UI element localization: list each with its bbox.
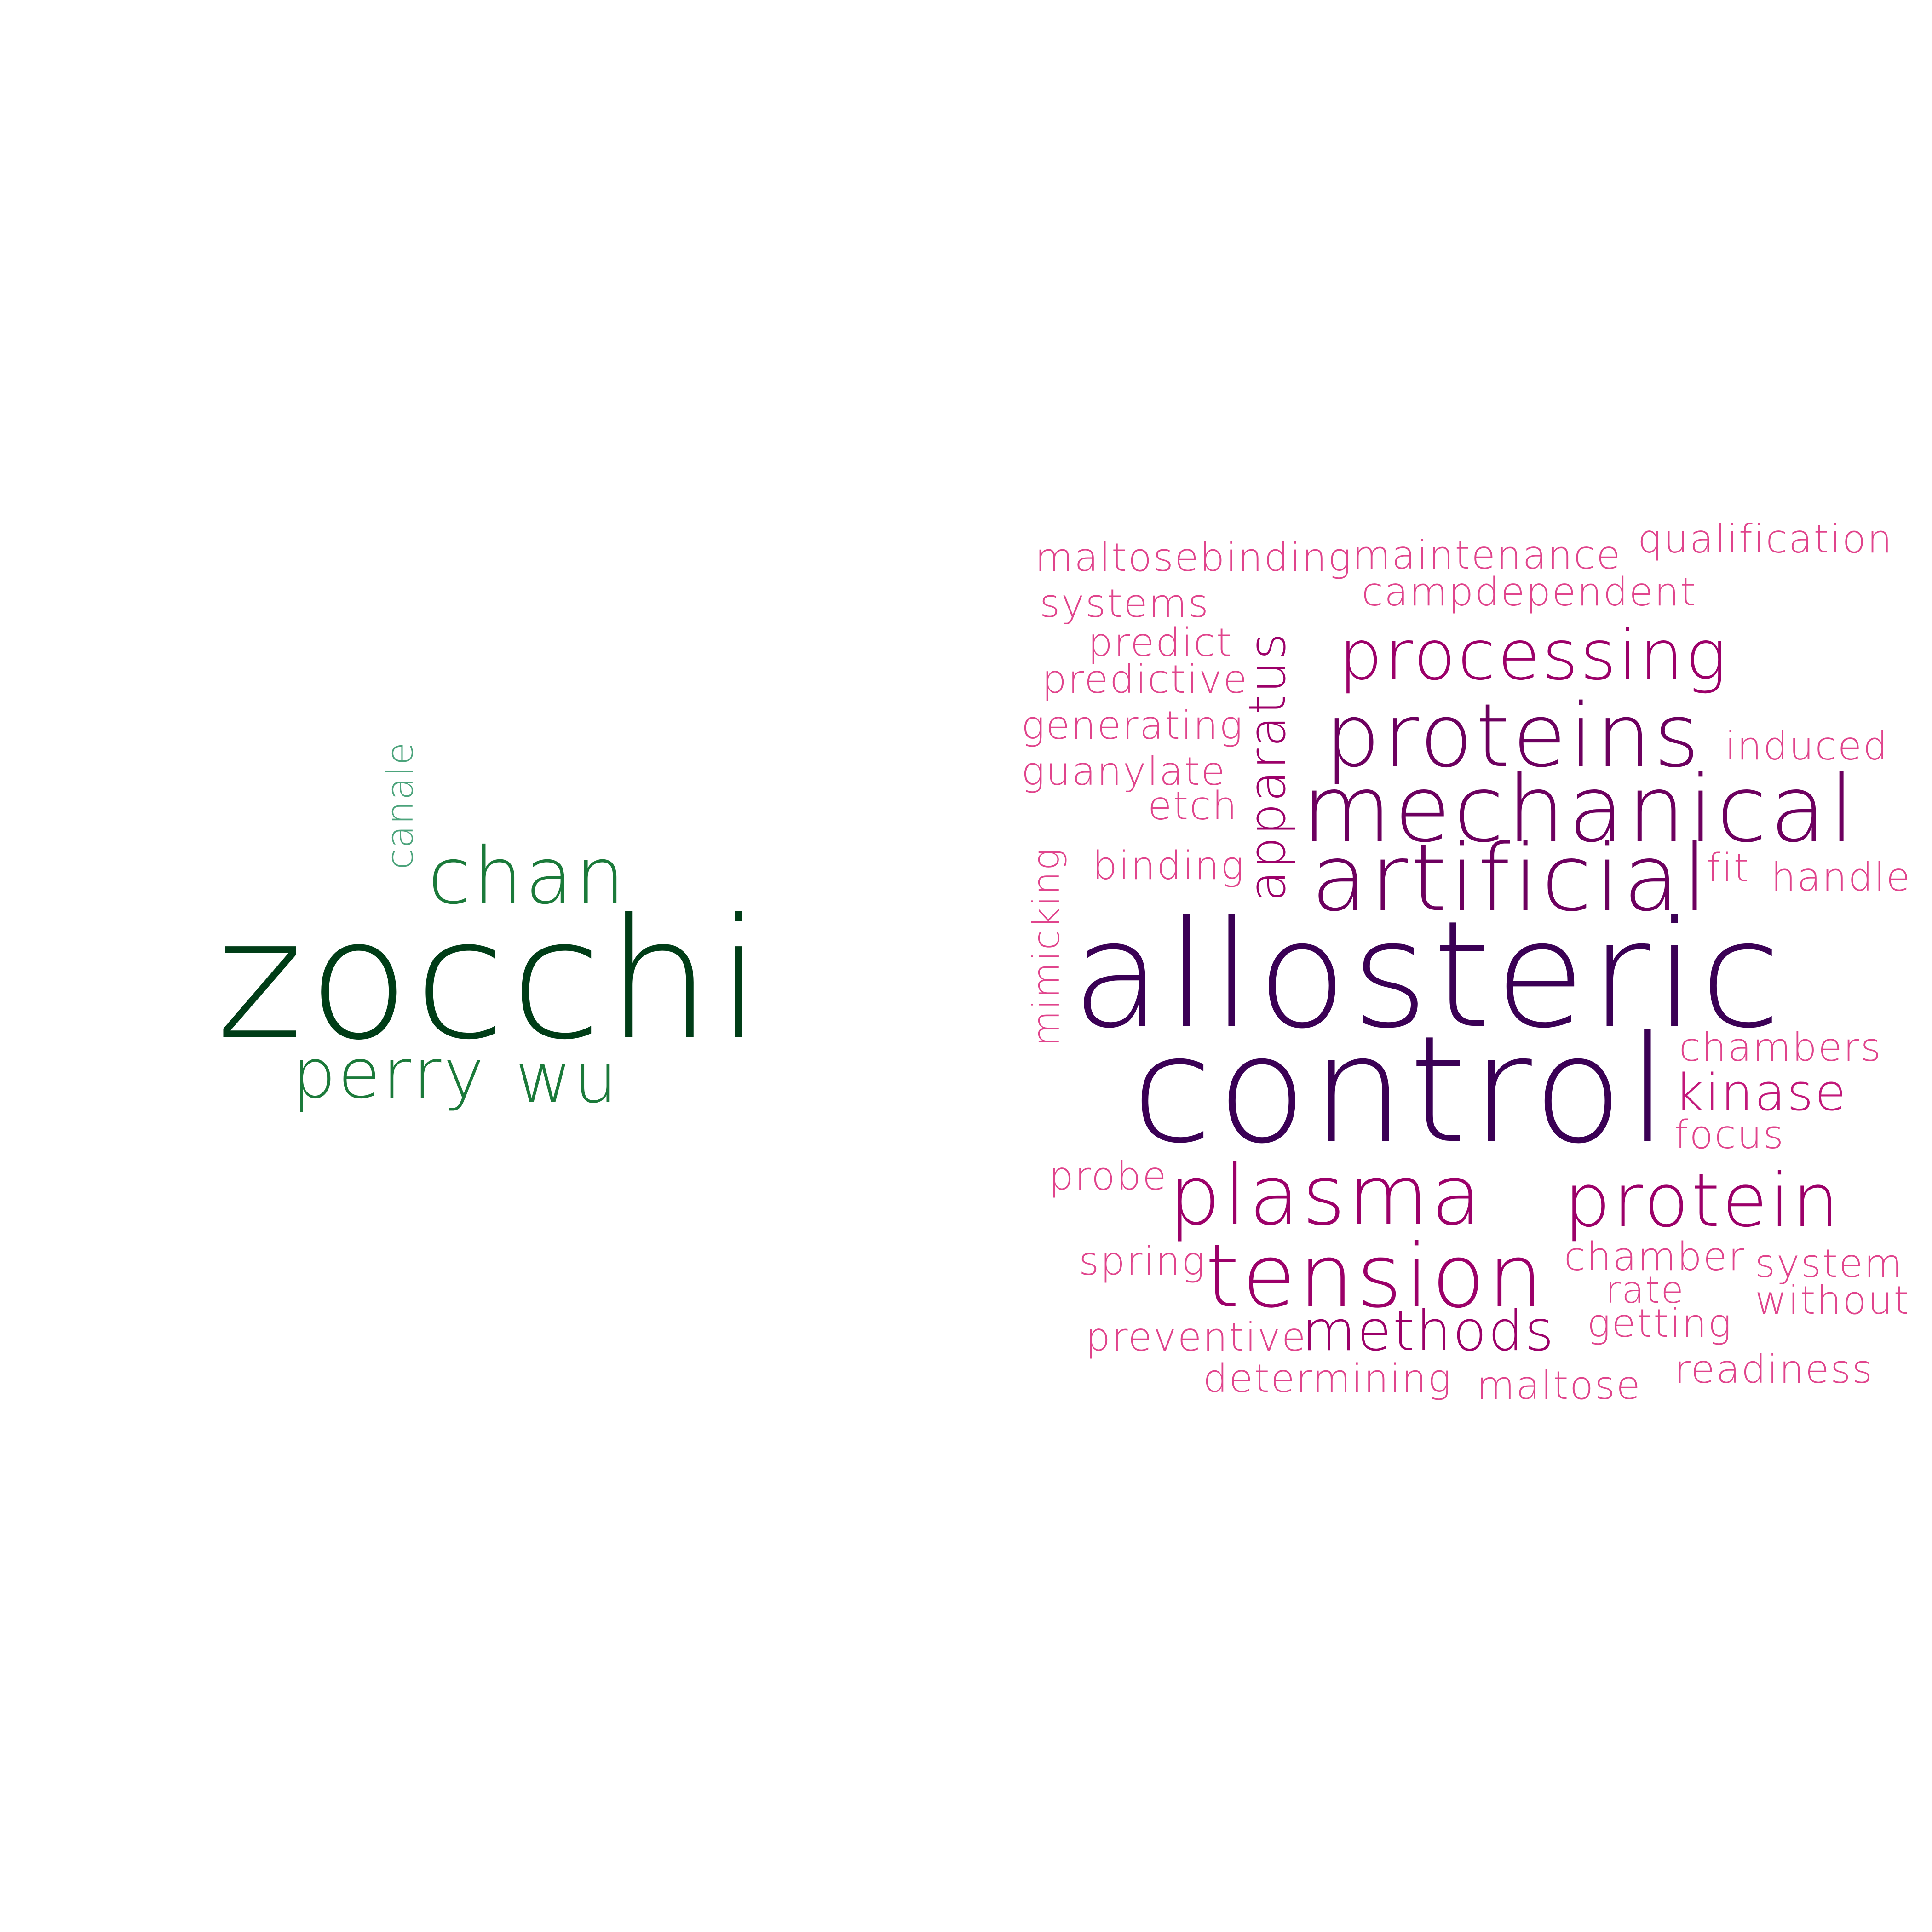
word-binding: binding [1092,843,1245,889]
word-getting: getting [1587,1301,1733,1346]
word-predict: predict [1088,620,1233,666]
word-maltose: maltose [1477,1363,1642,1409]
word-guanylate: guanylate [1021,749,1226,794]
word-chambers: chambers [1679,1025,1882,1070]
word-readiness: readiness [1674,1347,1874,1392]
word-system: system [1755,1241,1903,1287]
word-handle: handle [1771,855,1911,900]
word-processing: processing [1339,615,1729,696]
word-tension: tension [1205,1225,1546,1327]
word-without: without [1755,1278,1910,1323]
word-maintenance: maintenance [1352,533,1622,578]
word-control: control [1132,1005,1673,1176]
word-artificial: artificial [1311,825,1711,932]
word-etch: etch [1148,783,1238,829]
word-rate: rate [1605,1269,1685,1311]
word-chamber: chamber [1564,1234,1746,1280]
word-zocchi: zocchi [216,883,768,1076]
word-kinase: kinase [1674,1063,1848,1122]
word-spring: spring [1079,1239,1206,1284]
word-systems: systems [1040,581,1210,627]
word-qualification: qualification [1638,517,1893,562]
word-plasma: plasma [1168,1148,1484,1244]
word-allosteric: allosteric [1072,890,1786,1061]
word-fit: fit [1707,845,1750,891]
word-mimicking: mimicking [1025,847,1068,1046]
word-wu: wu [515,1039,620,1119]
word-focus: focus [1674,1112,1785,1158]
word-probe: probe [1049,1154,1168,1199]
word-determining: determining [1203,1356,1453,1402]
word-campdependent: campdependent [1362,569,1697,615]
word-apparatus: apparatus [1238,632,1297,902]
word-chan: chan [428,831,627,922]
word-preventive: preventive [1086,1315,1307,1360]
word-protein: protein [1564,1157,1841,1243]
word-perry: perry [292,1034,487,1114]
word-induced: induced [1725,724,1889,769]
word-generating: generating [1021,703,1244,748]
word-proteins: proteins [1325,685,1702,787]
word-maltosebinding: maltosebinding [1035,535,1353,581]
word-methods: methods [1302,1300,1556,1363]
word-mechanical: mechanical [1302,756,1857,863]
word-predictive: predictive [1042,657,1248,702]
